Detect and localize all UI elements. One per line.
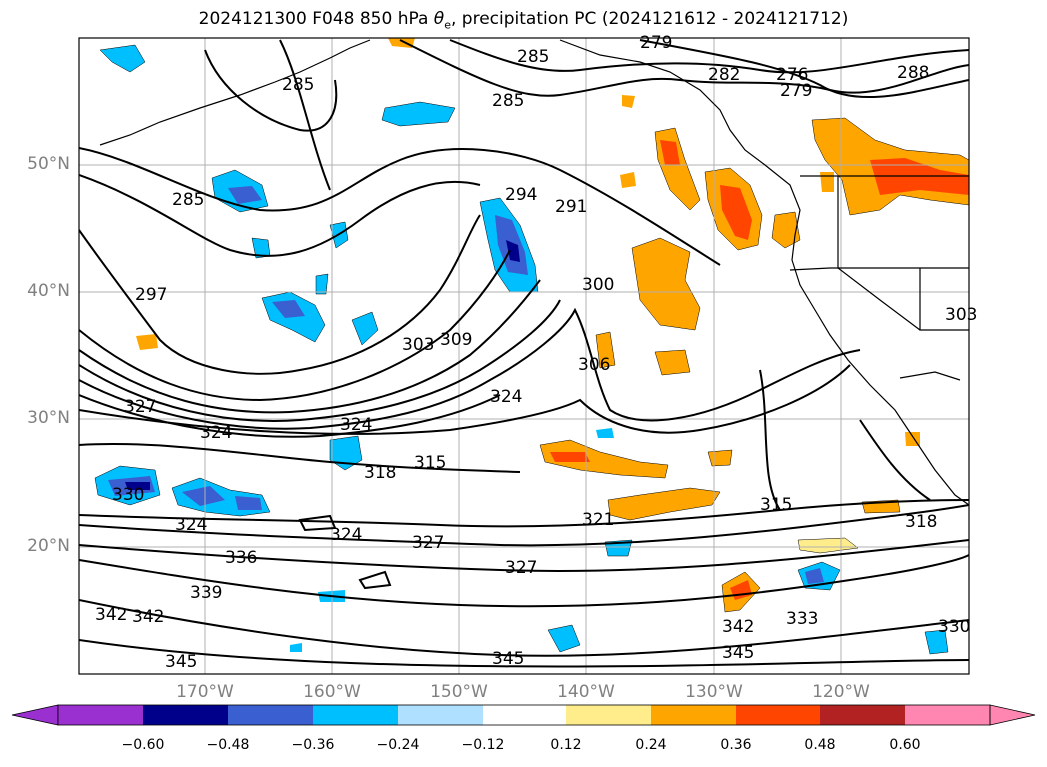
graticule: [79, 38, 969, 674]
lon-label: 140°W: [557, 682, 615, 702]
contour-label: 285: [282, 75, 314, 95]
contour-label: 330: [938, 617, 970, 637]
colorbar-extend-min: [11, 704, 59, 726]
contour-label: 297: [135, 285, 167, 305]
colorbar-segment: [736, 705, 820, 725]
colorbar-tick-label: −0.24: [376, 737, 420, 753]
colorbar-tick-label: −0.12: [461, 737, 505, 753]
colorbar-segment: [820, 705, 905, 725]
contour-label: 276: [776, 65, 808, 85]
contour-label: 306: [578, 355, 610, 375]
theta-e-contours: [79, 39, 969, 668]
contour-label: 315: [760, 495, 792, 515]
contour-label: 303: [402, 335, 434, 355]
colorbar-tick-label: −0.36: [291, 737, 335, 753]
contour-label: 318: [364, 463, 396, 483]
contour-label: 345: [492, 649, 524, 669]
colorbar-segment: [58, 705, 143, 725]
lat-label: 20°N: [27, 536, 70, 556]
colorbar-segment: [313, 705, 398, 725]
contour-label: 309: [440, 330, 472, 350]
colorbar-segment: [228, 705, 313, 725]
contour-label: 279: [640, 33, 672, 53]
colorbar-tick-label: 0.36: [720, 737, 752, 753]
lat-label: 30°N: [27, 408, 70, 428]
colorbar-segment: [566, 705, 651, 725]
contour-label: 324: [490, 387, 522, 407]
contour-label: 327: [505, 558, 537, 578]
map-frame: [78, 37, 970, 675]
contour-label: 324: [330, 525, 362, 545]
contour-label: 333: [786, 609, 818, 629]
lon-label: 170°W: [176, 682, 234, 702]
contour-label: 294: [505, 185, 537, 205]
contour-label: 342: [95, 605, 127, 625]
lat-label: 50°N: [27, 154, 70, 174]
contour-label: 339: [190, 583, 222, 603]
map-panel: [79, 38, 969, 674]
lon-label: 120°W: [812, 682, 870, 702]
contour-label: 285: [492, 91, 524, 111]
map-title: 2024121300 F048 850 hPa θe, precipitatio…: [198, 9, 849, 32]
contour-label: 345: [165, 652, 197, 672]
contour-label: 324: [175, 515, 207, 535]
colorbar-tick-label: −0.60: [121, 737, 165, 753]
contour-label: 336: [225, 548, 257, 568]
colorbar-extend-max: [989, 704, 1036, 726]
contour-label: 324: [200, 423, 232, 443]
colorbar-segment: [905, 705, 990, 725]
colorbar-segment: [398, 705, 483, 725]
contour-label: 330: [112, 485, 144, 505]
lon-label: 160°W: [303, 682, 361, 702]
contour-label: 288: [897, 63, 929, 83]
lon-label: 130°W: [685, 682, 743, 702]
lon-label: 150°W: [430, 682, 488, 702]
colorbar-segment: [651, 705, 736, 725]
colorbar-segment: [143, 705, 228, 725]
contour-label: 303: [945, 305, 977, 325]
contour-label: 285: [517, 47, 549, 67]
contour-label: 285: [172, 190, 204, 210]
colorbar-tick-label: 0.48: [804, 737, 836, 753]
positive-precip-shading: [136, 38, 969, 613]
colorbar-tick-label: 0.12: [550, 737, 582, 753]
contour-label: 327: [412, 533, 444, 553]
colorbar-tick-label: 0.60: [889, 737, 921, 753]
negative-precip-shading: [94, 44, 949, 655]
contour-label: 318: [905, 512, 937, 532]
contour-label: 291: [555, 197, 587, 217]
contour-label: 321: [582, 510, 614, 530]
contour-label: 342: [132, 607, 164, 627]
contour-label: 279: [780, 81, 812, 101]
contour-label: 282: [708, 65, 740, 85]
contour-label: 327: [124, 397, 156, 417]
colorbar-outline: [57, 704, 991, 726]
lat-label: 40°N: [27, 281, 70, 301]
colorbar-tick-label: 0.24: [635, 737, 667, 753]
contour-label: 342: [722, 617, 754, 637]
coastlines: [99, 39, 969, 506]
contour-label: 300: [582, 275, 614, 295]
colorbar-segment: [483, 705, 566, 725]
colorbar-tick-label: −0.48: [206, 737, 250, 753]
colorbar: [11, 704, 1036, 726]
contour-label: 345: [722, 643, 754, 663]
contour-label: 324: [340, 415, 372, 435]
contour-label: 315: [414, 453, 446, 473]
